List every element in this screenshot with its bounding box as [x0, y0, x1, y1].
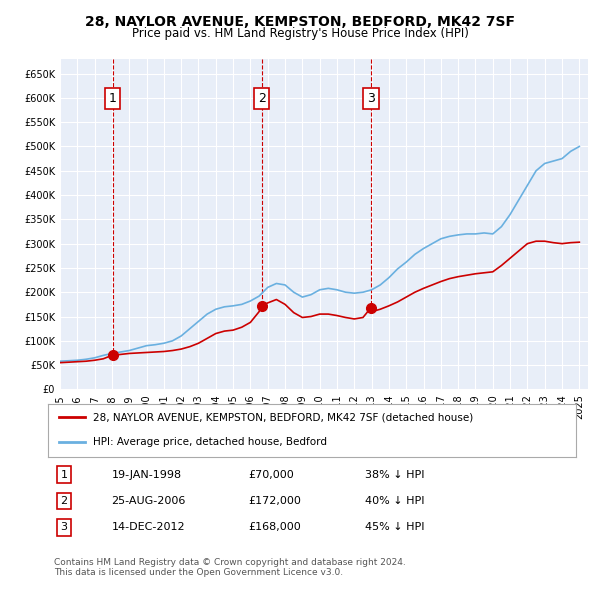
Text: £168,000: £168,000 [248, 522, 301, 532]
Text: 38% ↓ HPI: 38% ↓ HPI [365, 470, 424, 480]
Text: £70,000: £70,000 [248, 470, 295, 480]
Text: 1: 1 [61, 470, 67, 480]
Text: 19-JAN-1998: 19-JAN-1998 [112, 470, 181, 480]
Text: HPI: Average price, detached house, Bedford: HPI: Average price, detached house, Bedf… [93, 437, 327, 447]
Text: 2: 2 [60, 496, 67, 506]
Text: 28, NAYLOR AVENUE, KEMPSTON, BEDFORD, MK42 7SF: 28, NAYLOR AVENUE, KEMPSTON, BEDFORD, MK… [85, 15, 515, 29]
Text: 14-DEC-2012: 14-DEC-2012 [112, 522, 185, 532]
Text: 40% ↓ HPI: 40% ↓ HPI [365, 496, 424, 506]
Text: 1: 1 [109, 92, 117, 105]
Text: 45% ↓ HPI: 45% ↓ HPI [365, 522, 424, 532]
Text: 3: 3 [367, 92, 375, 105]
Text: 3: 3 [61, 522, 67, 532]
Text: Contains HM Land Registry data © Crown copyright and database right 2024.: Contains HM Land Registry data © Crown c… [54, 558, 406, 566]
Text: This data is licensed under the Open Government Licence v3.0.: This data is licensed under the Open Gov… [54, 568, 343, 576]
Text: 28, NAYLOR AVENUE, KEMPSTON, BEDFORD, MK42 7SF (detached house): 28, NAYLOR AVENUE, KEMPSTON, BEDFORD, MK… [93, 412, 473, 422]
Text: Price paid vs. HM Land Registry's House Price Index (HPI): Price paid vs. HM Land Registry's House … [131, 27, 469, 40]
Text: 2: 2 [258, 92, 266, 105]
Text: 25-AUG-2006: 25-AUG-2006 [112, 496, 186, 506]
Text: £172,000: £172,000 [248, 496, 302, 506]
